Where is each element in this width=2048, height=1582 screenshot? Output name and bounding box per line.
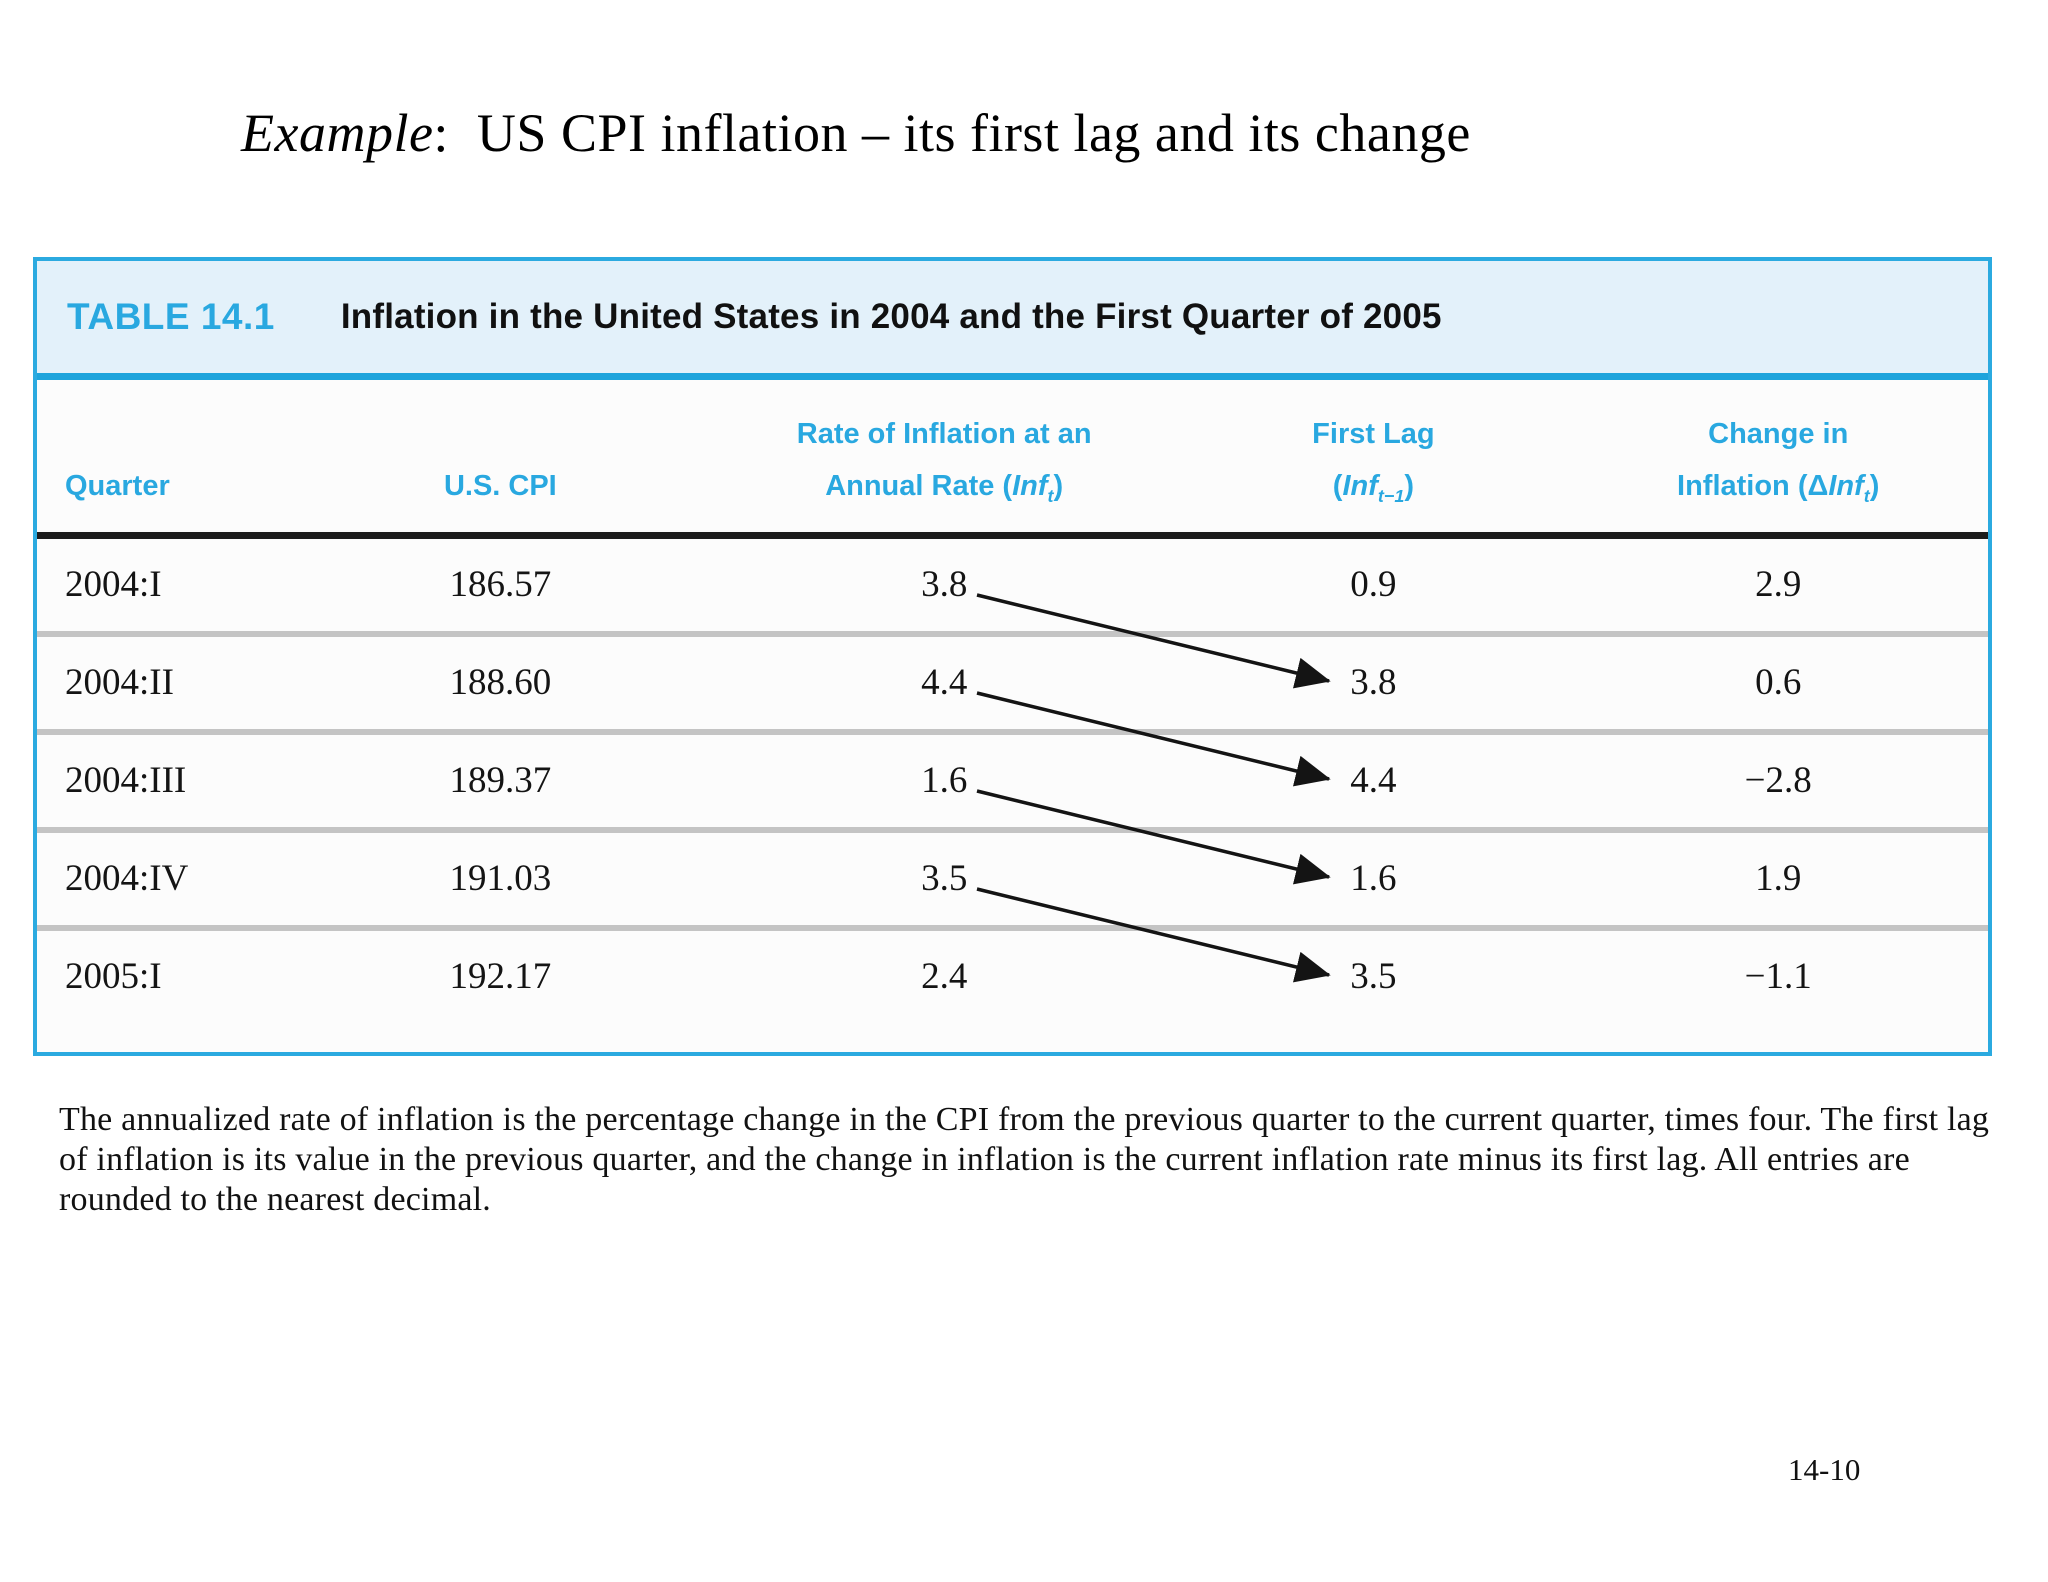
cell-rate: 3.8 [921, 564, 968, 605]
col-header-lag: First Lag (Inft−1) [1312, 418, 1435, 506]
cell-rate: 2.4 [921, 956, 968, 997]
col-header-quarter: Quarter [65, 470, 170, 502]
slide-title-example: Example [241, 103, 434, 163]
column-headers: Quarter U.S. CPI Rate of Inflation at an… [37, 380, 1988, 539]
cell-quarter: 2004:III [65, 760, 187, 801]
table-heading: Inflation in the United States in 2004 a… [340, 297, 1442, 336]
cell-change: 1.9 [1755, 858, 1802, 899]
cell-cpi: 192.17 [449, 956, 552, 997]
table-title-band: TABLE 14.1 Inflation in the United State… [37, 261, 1988, 380]
col-header-change: Change in Inflation (ΔInft) [1677, 418, 1880, 506]
table-row: 2004:IV 191.03 3.5 1.6 1.9 [37, 833, 1988, 931]
cell-lag: 0.9 [1350, 564, 1397, 605]
cell-change: 0.6 [1755, 662, 1802, 703]
cell-rate: 3.5 [921, 858, 968, 899]
table-14-1: TABLE 14.1 Inflation in the United State… [33, 257, 1992, 1056]
table-row: 2004:III 189.37 1.6 4.4 −2.8 [37, 735, 1988, 833]
cell-cpi: 191.03 [449, 858, 552, 899]
cell-lag: 4.4 [1350, 760, 1397, 801]
cell-quarter: 2005:I [65, 956, 162, 997]
cell-change: 2.9 [1755, 564, 1802, 605]
cell-cpi: 186.57 [449, 564, 552, 605]
table-caption: The annualized rate of inflation is the … [59, 1101, 1990, 1219]
cell-lag: 3.8 [1350, 662, 1397, 703]
slide-page-number: 14-10 [1788, 1452, 1861, 1487]
cell-lag: 1.6 [1350, 858, 1397, 899]
table-number-label: TABLE 14.1 [67, 296, 275, 337]
table-row: 2004:II 188.60 4.4 3.8 0.6 [37, 637, 1988, 735]
col-header-rate: Rate of Inflation at an Annual Rate (Inf… [796, 418, 1092, 506]
cell-quarter: 2004:I [65, 564, 162, 605]
cell-cpi: 189.37 [449, 760, 552, 801]
table-body: 2004:I 186.57 3.8 0.9 2.9 2004:II 188.60… [37, 539, 1988, 1052]
col-header-cpi: U.S. CPI [443, 470, 557, 502]
cell-quarter: 2004:II [65, 662, 174, 703]
table-row: 2004:I 186.57 3.8 0.9 2.9 [37, 539, 1988, 637]
cell-quarter: 2004:IV [65, 858, 189, 899]
slide-title-rest: : US CPI inflation – its first lag and i… [433, 103, 1471, 163]
cell-cpi: 188.60 [449, 662, 552, 703]
cell-change: −2.8 [1744, 760, 1812, 801]
table-row: 2005:I 192.17 2.4 3.5 −1.1 [37, 931, 1988, 1052]
slide-title: Example: US CPI inflation – its first la… [185, 40, 1471, 226]
cell-lag: 3.5 [1350, 956, 1397, 997]
cell-change: −1.1 [1744, 956, 1812, 997]
cell-rate: 1.6 [921, 760, 968, 801]
cell-rate: 4.4 [921, 662, 968, 703]
